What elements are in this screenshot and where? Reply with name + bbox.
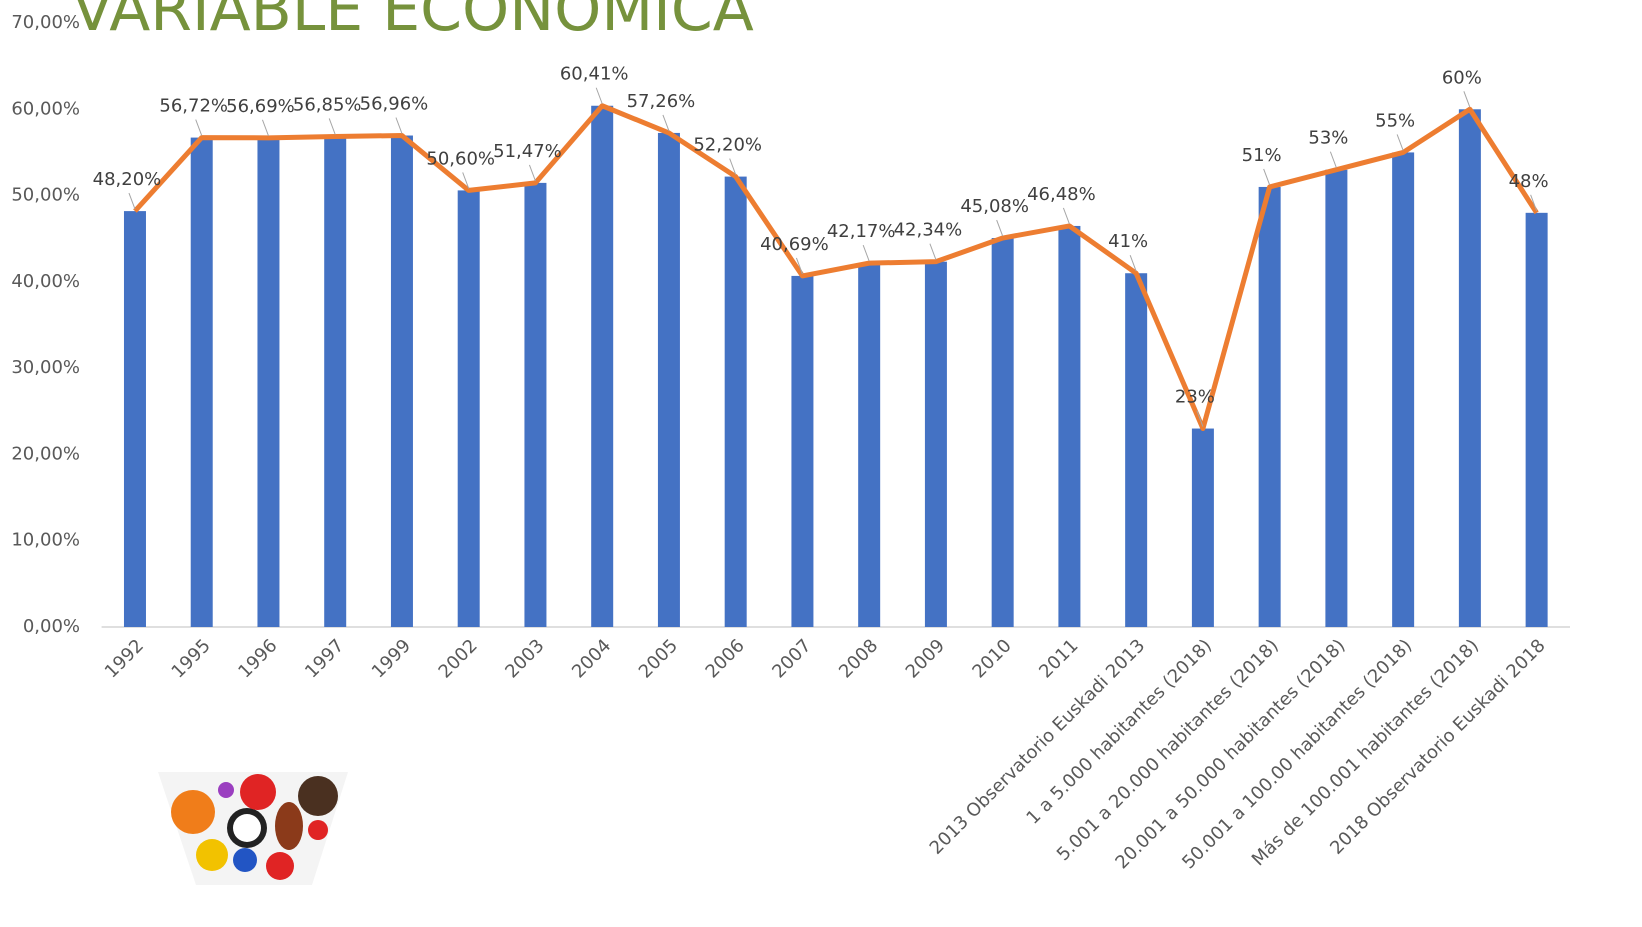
x-tick-label: 1995 — [168, 635, 215, 682]
bar — [992, 238, 1014, 627]
data-label: 42,34% — [894, 220, 963, 241]
x-tick-label: 2007 — [768, 635, 815, 682]
x-tick-label: 2003 — [501, 635, 548, 682]
leader-line — [596, 88, 602, 104]
data-label: 48% — [1509, 171, 1549, 192]
bar — [591, 106, 613, 627]
data-label: 60,41% — [560, 64, 629, 85]
y-tick-label: 0,00% — [23, 616, 80, 637]
data-label: 45,08% — [960, 196, 1029, 217]
leader-line — [529, 165, 535, 181]
x-tick-label: 2004 — [568, 635, 615, 682]
bar — [124, 211, 146, 627]
data-label: 40,69% — [760, 234, 829, 255]
y-tick-label: 50,00% — [11, 185, 80, 206]
x-tick-label: 2010 — [968, 635, 1015, 682]
data-label: 23% — [1175, 387, 1215, 408]
leader-line — [1397, 134, 1403, 150]
data-label: 56,69% — [226, 96, 295, 117]
bar — [391, 136, 413, 627]
y-tick-label: 20,00% — [11, 443, 80, 464]
page: {"chart_data": {"type": "bar", "title": … — [0, 0, 1642, 927]
data-label: 56,96% — [360, 94, 429, 115]
logo — [158, 772, 348, 885]
leader-line — [329, 118, 335, 134]
data-label: 52,20% — [693, 135, 762, 156]
leader-line — [262, 120, 268, 136]
bar — [1526, 213, 1548, 627]
leader-line — [1264, 169, 1270, 185]
bar — [1058, 226, 1080, 627]
bar — [1259, 187, 1281, 627]
y-tick-label: 70,00% — [11, 12, 80, 33]
bar — [658, 133, 680, 627]
leader-line — [1464, 91, 1470, 107]
x-tick-label: 2011 — [1035, 635, 1082, 682]
bar — [925, 262, 947, 627]
x-tick-label: 1997 — [301, 635, 348, 682]
bar — [324, 136, 346, 627]
bar — [791, 276, 813, 627]
leader-line — [1330, 152, 1336, 168]
x-tick-label: 1999 — [368, 635, 415, 682]
bar — [1325, 170, 1347, 627]
y-tick-label: 60,00% — [11, 98, 80, 119]
leader-line — [129, 193, 135, 209]
bar — [725, 177, 747, 627]
x-tick-label: 2005 — [635, 635, 682, 682]
leader-line — [997, 220, 1003, 236]
data-label: 46,48% — [1027, 184, 1096, 205]
leader-line — [396, 118, 402, 134]
data-label: 42,17% — [827, 221, 896, 242]
leader-line — [863, 245, 869, 261]
leader-line — [1063, 208, 1069, 224]
bar — [524, 183, 546, 627]
data-label: 51,47% — [493, 141, 562, 162]
data-label: 57,26% — [627, 91, 696, 112]
data-label: 53% — [1308, 128, 1348, 149]
bar — [1125, 273, 1147, 627]
bar — [1192, 429, 1214, 627]
chart-title: VARIABLE ECONÓMICA — [72, 0, 754, 45]
x-tick-label: 2006 — [702, 635, 749, 682]
bar — [1392, 152, 1414, 627]
y-tick-label: 10,00% — [11, 530, 80, 551]
bar — [458, 190, 480, 627]
leader-line — [196, 120, 202, 136]
data-label: 50,60% — [426, 148, 495, 169]
x-tick-label: 50.001 a 100.00 habitantes (2018) — [1178, 635, 1416, 873]
data-label: 51% — [1242, 145, 1282, 166]
y-tick-label: 40,00% — [11, 271, 80, 292]
chart: VARIABLE ECONÓMICA 0,00% 10,00% 20,00% 30,0… — [0, 0, 1642, 927]
x-tick-label: 1996 — [234, 635, 281, 682]
x-tick-label: 2002 — [435, 635, 482, 682]
leader-line — [930, 244, 936, 260]
x-tick-label: 1992 — [101, 635, 148, 682]
bar — [858, 263, 880, 627]
data-label: 48,20% — [93, 169, 162, 190]
y-tick-label: 30,00% — [11, 357, 80, 378]
x-tick-label: 20.001 a 50.000 habitantes (2018) — [1111, 635, 1349, 873]
bar — [257, 138, 279, 627]
x-tick-label: 2009 — [902, 635, 949, 682]
data-label: 41% — [1108, 231, 1148, 252]
data-label: 55% — [1375, 110, 1415, 131]
x-tick-label: 2008 — [835, 635, 882, 682]
data-label: 60% — [1442, 67, 1482, 88]
data-label: 56,85% — [293, 94, 362, 115]
data-label: 56,72% — [159, 96, 228, 117]
bar — [1459, 109, 1481, 627]
bar — [191, 138, 213, 627]
